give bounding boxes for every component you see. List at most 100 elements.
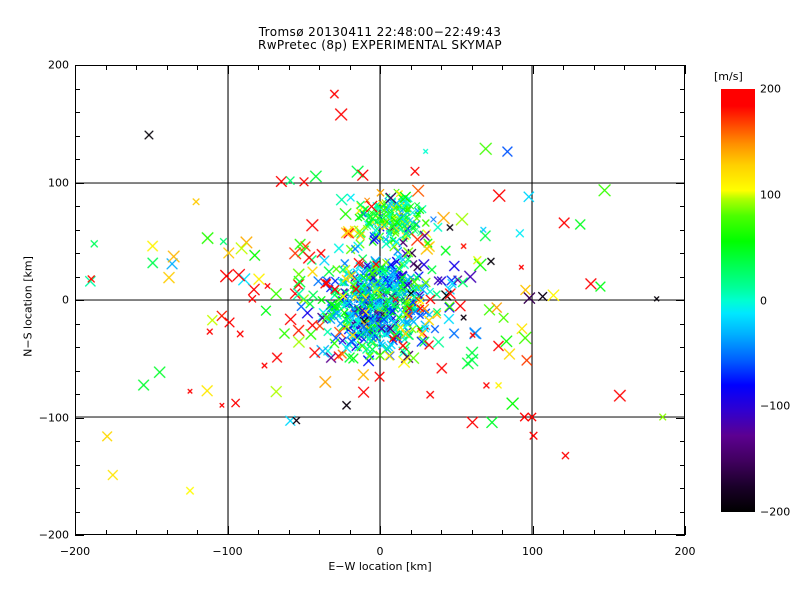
- y-tick: [75, 159, 80, 160]
- x-tick: [105, 530, 107, 535]
- x-tick: [654, 530, 656, 535]
- y-tick: [75, 206, 80, 207]
- x-tick: [471, 530, 473, 535]
- x-tick: [685, 526, 686, 535]
- x-tick: [105, 65, 107, 70]
- colorbar-tick-label: 200: [760, 82, 781, 96]
- x-tick: [319, 530, 320, 535]
- y-tick-label: 100: [48, 176, 69, 189]
- x-tick: [441, 530, 442, 535]
- y-tick-label: 0: [62, 293, 69, 307]
- x-tick: [227, 526, 229, 535]
- y-axis-label: N−S location [km]: [21, 256, 35, 357]
- x-tick: [593, 530, 595, 535]
- y-tick: [75, 300, 84, 301]
- x-tick: [441, 65, 442, 70]
- x-tick: [166, 65, 168, 70]
- colorbar-tick-label: −100: [760, 399, 791, 413]
- x-axis-label: E−W location [km]: [328, 560, 432, 573]
- x-tick-label: 0: [376, 545, 384, 558]
- x-tick: [471, 65, 473, 70]
- x-tick: [136, 65, 137, 70]
- y-tick: [680, 370, 685, 372]
- y-tick: [75, 511, 80, 513]
- colorbar-gradient: [721, 89, 755, 512]
- y-tick: [680, 511, 685, 513]
- x-tick: [75, 65, 76, 74]
- y-tick: [680, 88, 685, 90]
- colorbar: [721, 89, 755, 512]
- x-tick: [166, 530, 168, 535]
- y-tick: [676, 65, 685, 66]
- scatter-canvas: [76, 66, 684, 534]
- x-tick: [136, 530, 137, 535]
- y-tick: [680, 112, 685, 113]
- y-tick-label: 200: [48, 58, 69, 72]
- y-tick: [75, 441, 80, 442]
- title-line-1: Tromsø 20130411 22:48:00−22:49:43: [258, 25, 502, 39]
- figure-title: Tromsø 20130411 22:48:00−22:49:43 RwPret…: [0, 26, 760, 52]
- y-tick: [676, 182, 685, 184]
- colorbar-tick-label: 100: [760, 188, 781, 202]
- y-tick: [75, 394, 80, 395]
- y-tick: [75, 323, 80, 325]
- y-tick: [676, 535, 685, 536]
- x-tick: [624, 65, 625, 70]
- y-tick: [680, 159, 685, 160]
- x-tick: [288, 65, 290, 70]
- x-tick: [349, 530, 351, 535]
- plot-area: [75, 65, 685, 535]
- x-tick-label: 100: [522, 545, 543, 558]
- y-tick-label: −200: [38, 528, 69, 542]
- x-tick: [532, 526, 534, 535]
- y-tick: [680, 464, 685, 466]
- y-tick: [680, 441, 685, 442]
- y-tick: [75, 253, 80, 254]
- y-tick: [680, 488, 685, 489]
- x-tick: [258, 530, 259, 535]
- x-tick-label: −200: [59, 545, 91, 558]
- x-tick: [75, 526, 76, 535]
- x-tick: [258, 65, 259, 70]
- x-tick: [502, 65, 503, 70]
- y-tick: [680, 323, 685, 325]
- x-tick: [563, 65, 564, 70]
- x-tick: [288, 530, 290, 535]
- x-tick: [410, 65, 412, 70]
- x-tick: [654, 65, 656, 70]
- x-tick: [685, 65, 686, 74]
- y-tick: [680, 135, 685, 137]
- y-tick: [680, 394, 685, 395]
- y-tick: [75, 488, 80, 489]
- y-tick: [680, 206, 685, 207]
- y-tick: [75, 417, 84, 419]
- x-tick: [319, 65, 320, 70]
- x-tick-label: 200: [674, 545, 696, 558]
- y-tick: [680, 276, 685, 278]
- x-tick: [197, 530, 198, 535]
- y-tick: [75, 88, 80, 90]
- y-tick: [676, 417, 685, 419]
- x-tick: [380, 65, 381, 74]
- y-tick: [75, 135, 80, 137]
- y-tick: [75, 347, 80, 348]
- y-tick: [75, 112, 80, 113]
- y-tick: [676, 300, 685, 301]
- x-tick: [410, 530, 412, 535]
- colorbar-unit-label: [m/s]: [714, 70, 743, 83]
- y-tick: [75, 182, 84, 184]
- y-tick: [680, 229, 685, 231]
- x-tick: [532, 65, 534, 74]
- x-tick: [349, 65, 351, 70]
- x-tick-label: −100: [212, 545, 243, 558]
- title-line-2: RwPretec (8p) EXPERIMENTAL SKYMAP: [257, 38, 503, 52]
- y-tick: [680, 347, 685, 348]
- x-tick: [197, 65, 198, 70]
- y-tick: [75, 464, 80, 466]
- y-tick-label: −100: [38, 411, 69, 424]
- y-tick: [75, 229, 80, 231]
- colorbar-tick-label: 0: [760, 294, 767, 307]
- y-tick: [75, 535, 84, 536]
- x-tick: [502, 530, 503, 535]
